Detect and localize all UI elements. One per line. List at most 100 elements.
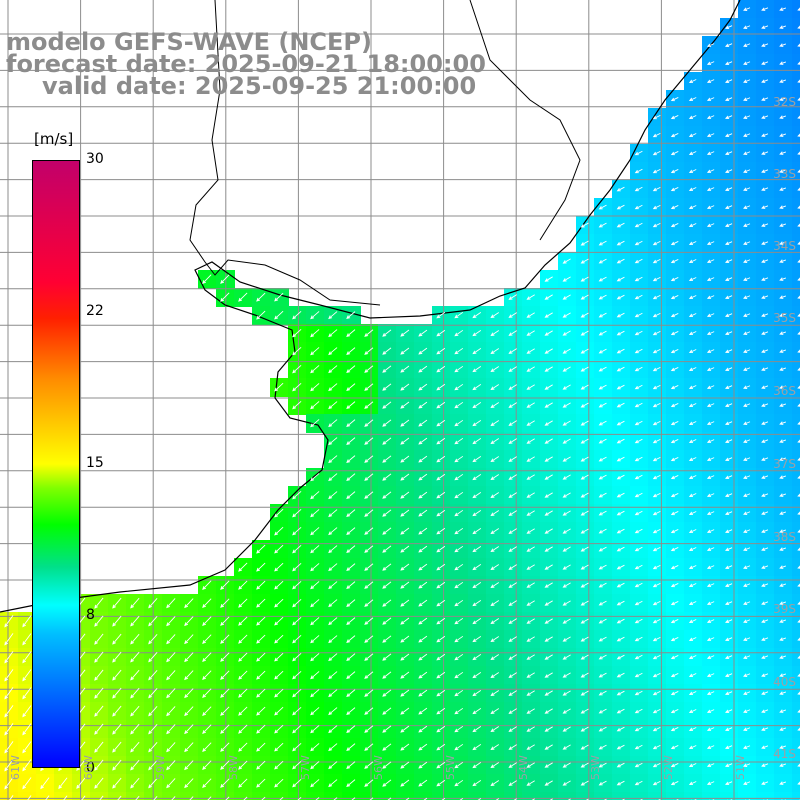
wind-speed-cell (684, 162, 703, 181)
wind-speed-cell (720, 288, 739, 307)
coastline-path (0, 0, 741, 613)
wind-speed-cell (666, 342, 685, 361)
wind-arrow (562, 654, 571, 660)
wind-arrow (580, 438, 589, 444)
wind-arrow (310, 473, 320, 482)
wind-speed-cell (414, 738, 433, 757)
wind-speed-cell (396, 666, 415, 685)
wind-speed-cell (360, 594, 379, 613)
wind-speed-cell (756, 576, 775, 595)
wind-arrow (436, 527, 446, 535)
wind-arrow (364, 689, 374, 697)
wind-speed-cell (342, 378, 361, 397)
wind-speed-cell (774, 666, 793, 685)
wind-speed-cell (306, 702, 325, 721)
wind-arrow (4, 723, 14, 736)
wind-arrow (544, 618, 553, 624)
wind-speed-cell (630, 180, 649, 199)
wind-speed-cell (666, 198, 685, 217)
wind-speed-cell (342, 630, 361, 649)
wind-speed-cell (540, 342, 559, 361)
wind-arrow (454, 725, 464, 733)
wind-arrow (761, 403, 769, 407)
wind-arrow (346, 437, 356, 445)
wind-arrow (779, 601, 787, 605)
wind-arrow (743, 133, 751, 137)
wind-arrow (346, 527, 356, 535)
wind-speed-cell (360, 432, 379, 451)
lon-label: 57W (299, 755, 312, 780)
wind-speed-cell (504, 306, 523, 325)
wind-arrow (779, 709, 787, 713)
wind-speed-cell (666, 486, 685, 505)
wind-speed-cell (450, 702, 469, 721)
wind-arrow (725, 691, 733, 695)
wind-speed-cell (288, 738, 307, 757)
wind-speed-cell (342, 414, 361, 433)
wind-arrow (634, 168, 643, 174)
wind-arrow (580, 384, 589, 390)
wind-speed-cell (666, 414, 685, 433)
wind-arrow (310, 689, 320, 698)
wind-speed-cell (468, 756, 487, 775)
wind-speed-cell (414, 684, 433, 703)
wind-speed-cell (540, 648, 559, 667)
wind-speed-cell (612, 774, 631, 793)
wind-speed-cell (738, 288, 757, 307)
wind-arrow (526, 312, 535, 318)
wind-arrow (634, 294, 643, 300)
wind-speed-cell (504, 738, 523, 757)
wind-arrow (346, 779, 356, 787)
wind-speed-cell (324, 324, 343, 343)
wind-arrow (652, 438, 661, 444)
wind-arrow (364, 563, 374, 571)
wind-speed-cell (720, 378, 739, 397)
wind-speed-cell (756, 0, 775, 19)
wind-arrow (761, 7, 769, 11)
wind-speed-cell (342, 522, 361, 541)
wind-speed-cell (792, 108, 800, 127)
wind-speed-cell (450, 648, 469, 667)
wind-speed-cell (252, 576, 271, 595)
wind-speed-cell (432, 468, 451, 487)
wind-speed-cell (342, 558, 361, 577)
wind-speed-cell (432, 648, 451, 667)
wind-speed-cell (792, 270, 800, 289)
wind-arrow (297, 796, 302, 800)
wind-arrow (310, 617, 320, 626)
wind-speed-cell (630, 648, 649, 667)
wind-arrow (310, 401, 320, 410)
wind-speed-cell (702, 234, 721, 253)
wind-speed-cell (198, 270, 217, 289)
wind-speed-cell (756, 360, 775, 379)
wind-arrow (4, 705, 14, 718)
lat-label: 40S (773, 675, 796, 689)
wind-arrow (670, 97, 679, 102)
wind-arrow (220, 724, 230, 734)
wind-speed-cell (648, 630, 667, 649)
wind-speed-cell (306, 558, 325, 577)
wind-arrow (725, 97, 733, 101)
wind-speed-cell (270, 540, 289, 559)
wind-arrow (454, 779, 464, 787)
wind-arrow (454, 491, 464, 499)
wind-speed-cell (594, 666, 613, 685)
wind-arrow (292, 346, 302, 356)
wind-arrow (202, 634, 212, 644)
wind-speed-cell (486, 612, 505, 631)
wind-arrow (616, 258, 625, 264)
wind-arrow (706, 133, 715, 138)
wind-speed-cell (180, 774, 199, 793)
wind-speed-cell (756, 198, 775, 217)
wind-speed-cell (792, 540, 800, 559)
wind-speed-cell (288, 648, 307, 667)
wind-speed-cell (162, 774, 181, 793)
wind-arrow (328, 689, 338, 698)
wind-speed-cell (396, 414, 415, 433)
wind-arrow (670, 529, 679, 534)
wind-speed-cell (540, 792, 559, 800)
wind-speed-cell (702, 486, 721, 505)
wind-speed-cell (36, 792, 55, 800)
wind-arrow (346, 347, 356, 355)
wind-arrow (670, 439, 679, 444)
